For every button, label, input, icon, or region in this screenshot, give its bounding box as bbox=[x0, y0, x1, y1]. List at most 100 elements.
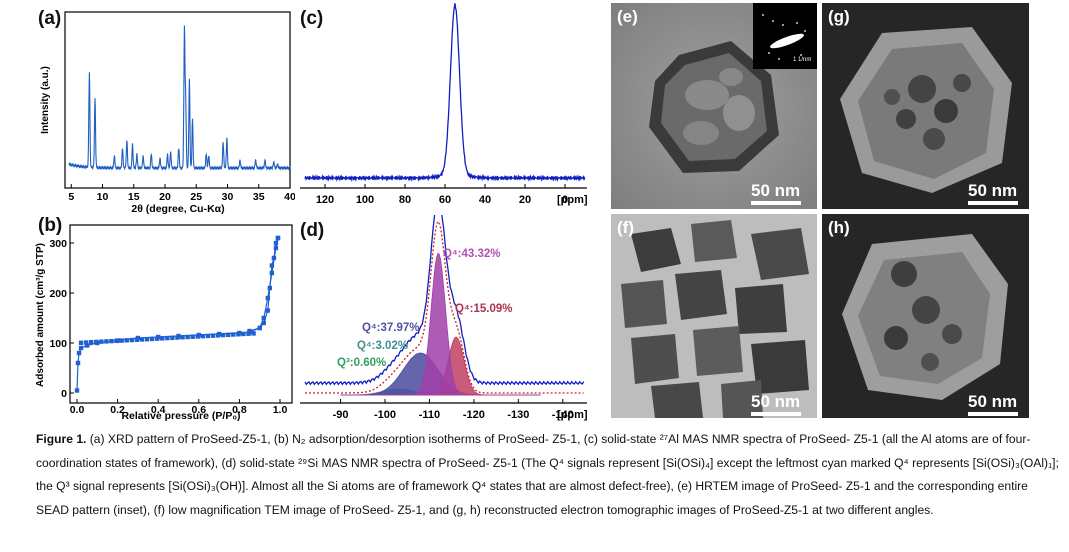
isotherm-point bbox=[226, 332, 231, 338]
isotherm-xtick-label: 0.6 bbox=[191, 404, 206, 416]
annotation-q4-main: Q⁴:43.32% bbox=[443, 248, 500, 260]
caption-text: (a) XRD pattern of ProSeed-Z5-1, (b) N₂ … bbox=[36, 432, 1059, 517]
isotherm-point bbox=[165, 335, 170, 341]
scale-label-h: 50 nm bbox=[968, 392, 1018, 411]
panel-label-f: (f) bbox=[617, 218, 634, 237]
isotherm-point bbox=[257, 325, 262, 331]
isotherm-point bbox=[78, 345, 84, 351]
tomography-crystal-g bbox=[840, 27, 1012, 193]
isotherm-point bbox=[170, 335, 175, 341]
isotherm-ytick-label: 0 bbox=[61, 388, 67, 400]
scale-label-e: 50 nm bbox=[751, 181, 801, 200]
panel-label-b: (b) bbox=[38, 215, 63, 236]
xrd-chart: 5 10 15 20 25 30 35 40 Intensity (a.u.) 2θ (deg… bbox=[40, 11, 295, 215]
isotherm-point bbox=[104, 339, 109, 344]
isotherm-point bbox=[247, 328, 252, 334]
al-nmr-series-line bbox=[304, 3, 586, 183]
isotherm-point bbox=[149, 336, 155, 342]
scale-label-f: 50 nm bbox=[751, 392, 801, 411]
isotherm-point bbox=[220, 332, 226, 338]
tem-image: (f) 50 nm bbox=[611, 214, 817, 418]
isotherm-point bbox=[196, 332, 201, 338]
panel-label-c: (c) bbox=[300, 8, 324, 29]
si-nmr-xtick-label: -120 bbox=[463, 409, 485, 421]
al-nmr-chart: 120 100 80 60 40 20 0 [ppm] bbox=[300, 3, 588, 206]
xrd-xlabel: 2θ (degree, Cu-Kα) bbox=[131, 203, 224, 215]
si-component-q4-main bbox=[340, 252, 541, 396]
isotherm-ytick-label: 100 bbox=[49, 338, 67, 350]
isotherm-point bbox=[273, 245, 279, 251]
isotherm-point bbox=[261, 315, 266, 321]
si-nmr-experimental-line bbox=[304, 215, 585, 386]
panel-label-g: (g) bbox=[828, 7, 850, 26]
isotherm-point bbox=[190, 334, 195, 339]
isotherm-point bbox=[251, 331, 256, 336]
xrd-series-line bbox=[68, 25, 291, 171]
isotherm-point bbox=[210, 333, 216, 338]
annotation-q4-right: Q⁴:15.09% bbox=[455, 303, 512, 315]
isotherm-xtick-label: 0.0 bbox=[70, 404, 85, 416]
al-nmr-xtick-label: 100 bbox=[356, 194, 374, 206]
tomography-crystal-h bbox=[842, 234, 1008, 400]
isotherm-point bbox=[200, 333, 206, 339]
isotherm-xtick-label: 1.0 bbox=[273, 404, 288, 416]
xrd-xtick-label: 35 bbox=[253, 191, 265, 203]
isotherm-point bbox=[265, 308, 271, 313]
isotherm-point bbox=[275, 235, 281, 241]
xrd-xtick-label: 10 bbox=[97, 191, 109, 203]
figure-caption: Figure 1. (a) XRD pattern of ProSeed-Z5-… bbox=[36, 428, 1061, 522]
xrd-xtick-label: 30 bbox=[222, 191, 234, 203]
isotherm-point bbox=[75, 360, 81, 366]
scale-bar-e bbox=[751, 201, 801, 205]
isotherm-xtick-label: 0.8 bbox=[232, 404, 247, 416]
hrtem-image: 1 1/nm (e) 50 nm bbox=[611, 3, 817, 209]
xrd-ylabel: Intensity (a.u.) bbox=[40, 66, 51, 134]
isotherm-point bbox=[129, 337, 135, 343]
sead-scale-label: 1 1/nm bbox=[793, 57, 812, 63]
tem-particles bbox=[611, 214, 817, 418]
isotherm-point bbox=[273, 240, 279, 246]
si-nmr-xtick-label: -110 bbox=[419, 409, 440, 421]
hrtem-crystal bbox=[611, 3, 817, 209]
panel-label-h: (h) bbox=[828, 218, 850, 237]
scale-bar-h bbox=[968, 412, 1018, 416]
isotherm-point bbox=[95, 340, 100, 346]
isotherm-point bbox=[205, 333, 211, 339]
si-nmr-xtick-label: -140 bbox=[552, 409, 574, 421]
xrd-xtick-label: 15 bbox=[128, 191, 140, 203]
isotherm-point bbox=[99, 339, 104, 344]
xrd-xtick-label: 25 bbox=[190, 191, 202, 203]
isotherm-point bbox=[109, 338, 114, 344]
panel-label-e: (e) bbox=[617, 7, 638, 26]
isotherm-point bbox=[89, 340, 94, 345]
xrd-xtick-label: 5 bbox=[68, 191, 74, 203]
isotherm-point bbox=[265, 295, 271, 301]
isotherm-xlabel: Relative pressure (P/P₀) bbox=[121, 410, 240, 422]
isotherm-point bbox=[74, 388, 80, 393]
isotherm-xtick-label: 0.2 bbox=[110, 404, 125, 416]
isotherm-point bbox=[84, 343, 90, 348]
isotherm-chart: 0.0 0.2 0.4 0.6 0.8 1.0 0 100 200 300 Adsorbed am… bbox=[35, 224, 293, 422]
scale-bar-g bbox=[968, 201, 1018, 205]
annotation-q3: Q³:0.60% bbox=[337, 357, 386, 369]
panel-label-a: (a) bbox=[38, 8, 62, 29]
annotation-q4-small: Q⁴:3.02% bbox=[357, 340, 408, 352]
tomography-image-h: (h) 50 nm bbox=[822, 214, 1029, 418]
panel-label-d: (d) bbox=[300, 220, 325, 241]
caption-lead: Figure 1. bbox=[36, 432, 87, 446]
al-nmr-xtick-label: 60 bbox=[439, 194, 451, 206]
annotation-q4-left: Q⁴:37.97% bbox=[362, 322, 419, 334]
isotherm-point bbox=[119, 338, 124, 343]
isotherm-ytick-label: 200 bbox=[49, 288, 67, 300]
isotherm-point bbox=[115, 338, 120, 343]
isotherm-point bbox=[269, 270, 275, 276]
si-nmr-xtick-label: -100 bbox=[374, 409, 396, 421]
al-nmr-xtick-label: 20 bbox=[519, 194, 531, 206]
scale-bar-f bbox=[751, 412, 801, 416]
isotherm-ylabel: Adsorbed amount (cm³/g STP) bbox=[35, 243, 46, 387]
al-nmr-xtick-label: 0 bbox=[562, 194, 568, 206]
tomography-image-g: (g) 50 nm bbox=[822, 3, 1029, 209]
sead-pattern bbox=[762, 14, 806, 60]
isotherm-point bbox=[271, 255, 277, 261]
isotherm-ytick-label: 300 bbox=[49, 238, 67, 250]
